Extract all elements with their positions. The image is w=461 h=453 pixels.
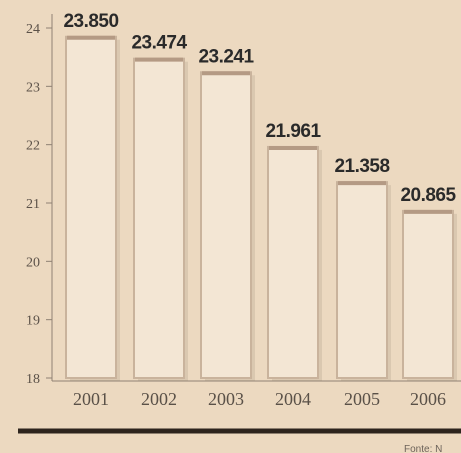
- y-tick-label: 24: [26, 22, 40, 37]
- y-tick-label: 18: [26, 372, 40, 387]
- x-tick-label: 2002: [141, 389, 177, 409]
- data-label: 23.474: [131, 33, 187, 54]
- data-label: 23.850: [63, 11, 118, 32]
- bar: [267, 145, 319, 379]
- y-tick-label: 21: [26, 197, 40, 212]
- x-tick-label: 2001: [73, 389, 109, 409]
- x-tick-label: 2006: [410, 389, 446, 409]
- bar: [336, 181, 388, 379]
- x-tick-label: 2004: [275, 389, 311, 409]
- y-tick-label: 22: [26, 139, 40, 154]
- bar: [65, 35, 117, 379]
- bar: [402, 209, 454, 379]
- bar: [200, 71, 252, 380]
- data-label: 21.961: [265, 121, 321, 142]
- data-label: 20.865: [400, 185, 456, 206]
- x-tick-label: 2003: [208, 389, 244, 409]
- x-tick-label: 2005: [344, 389, 380, 409]
- data-label: 21.358: [334, 156, 389, 177]
- y-tick-label: 20: [26, 255, 40, 270]
- bar: [133, 57, 185, 380]
- y-tick-label: 19: [26, 314, 40, 329]
- source-fragment: Fonte: N: [404, 444, 442, 453]
- data-label: 23.241: [198, 46, 254, 67]
- y-tick-label: 23: [26, 80, 40, 95]
